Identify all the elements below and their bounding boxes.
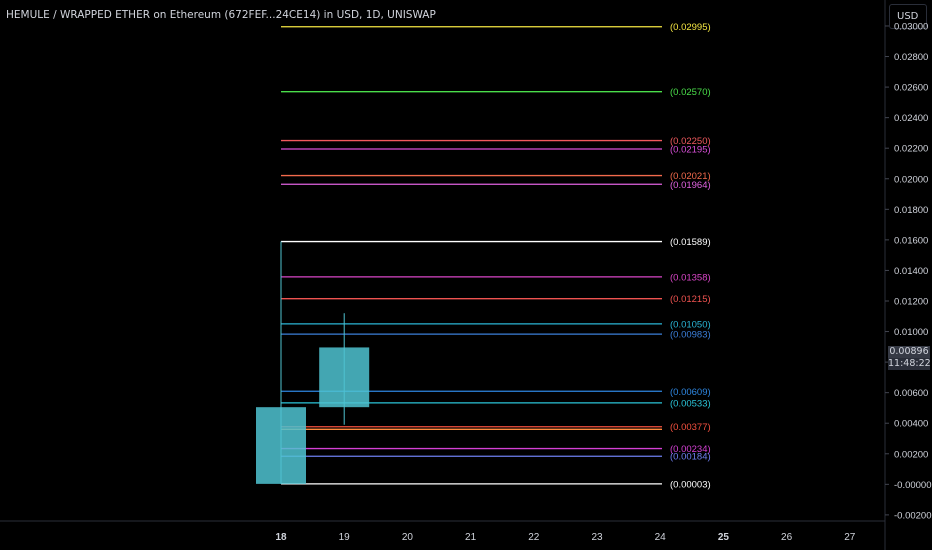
time-tick-label: 20 xyxy=(402,532,414,543)
level-label: (0.00184) xyxy=(670,452,711,463)
time-tick-label: 26 xyxy=(781,532,793,543)
price-tick-label: 0.03000 xyxy=(894,21,928,32)
time-tick-label: 23 xyxy=(591,532,603,543)
time-tick-label: 27 xyxy=(844,532,856,543)
price-tick-label: 0.02800 xyxy=(894,52,928,63)
time-tick-label: 21 xyxy=(465,532,477,543)
level-label: (0.00533) xyxy=(670,398,711,409)
price-tick-label: 0.02200 xyxy=(894,144,928,155)
time-axis[interactable]: 18 19 20 21 22 23 24 25 26 27 xyxy=(275,532,855,543)
price-tick-label: 0.00200 xyxy=(894,449,928,460)
price-tick-label: 0.00600 xyxy=(894,388,928,399)
time-tick-label: 24 xyxy=(655,532,667,543)
price-tick-label: 0.02000 xyxy=(894,174,928,185)
level-label: (0.01589) xyxy=(670,237,711,248)
level-label: (0.02250) xyxy=(670,136,711,147)
last-price-value: 0.00896 xyxy=(889,346,929,357)
currency-button[interactable]: USD xyxy=(889,4,927,29)
level-label: (0.01964) xyxy=(670,180,711,191)
time-tick-label: 19 xyxy=(339,532,351,543)
level-label: (0.02195) xyxy=(670,144,711,155)
bar-countdown: 11:48:22 xyxy=(888,358,931,370)
price-tick-label: 0.01400 xyxy=(894,266,928,277)
level-label: (0.02995) xyxy=(670,22,711,33)
level-label: (0.00234) xyxy=(670,444,711,455)
level-label: (0.01215) xyxy=(670,294,711,305)
level-label: (0.01358) xyxy=(670,272,711,283)
time-tick-label: 18 xyxy=(275,532,287,543)
level-label: (0.02570) xyxy=(670,87,711,98)
level-label: (0.00377) xyxy=(670,422,711,433)
levels-layer: (0.02995) (0.02570) (0.02250)(0.02195) (0.0… xyxy=(281,22,711,490)
price-tick-label: 0.02400 xyxy=(894,113,928,124)
level-label: (0.01050) xyxy=(670,319,711,330)
candles-layer xyxy=(256,241,370,484)
price-tick-label: -0.00000 xyxy=(894,480,932,491)
time-tick-label: 22 xyxy=(528,532,540,543)
price-tick-label: -0.00200 xyxy=(894,510,932,521)
price-tick-label: 0.01000 xyxy=(894,327,928,338)
level-label: (0.00609) xyxy=(670,387,711,398)
price-tick-label: 0.02600 xyxy=(894,83,928,94)
price-tick-label: 0.01800 xyxy=(894,205,928,216)
price-tick-label: 0.00400 xyxy=(894,419,928,430)
candle-body xyxy=(319,347,370,408)
price-tick-label: 0.01200 xyxy=(894,296,928,307)
candle-body xyxy=(256,407,306,484)
price-axis[interactable]: -0.00200 -0.00000 0.00200 0.00400 0.00600 0.0… xyxy=(885,21,932,521)
level-label: (0.02021) xyxy=(670,171,711,182)
level-label: (0.00983) xyxy=(670,330,711,341)
chart-title: HEMULE / WRAPPED ETHER on Ethereum (672F… xyxy=(6,9,436,21)
level-label: (0.00003) xyxy=(670,479,711,490)
last-price-tag: 0.00896 11:48:22 xyxy=(888,346,931,370)
time-tick-label: 25 xyxy=(718,532,730,543)
price-tick-label: 0.01600 xyxy=(894,235,928,246)
